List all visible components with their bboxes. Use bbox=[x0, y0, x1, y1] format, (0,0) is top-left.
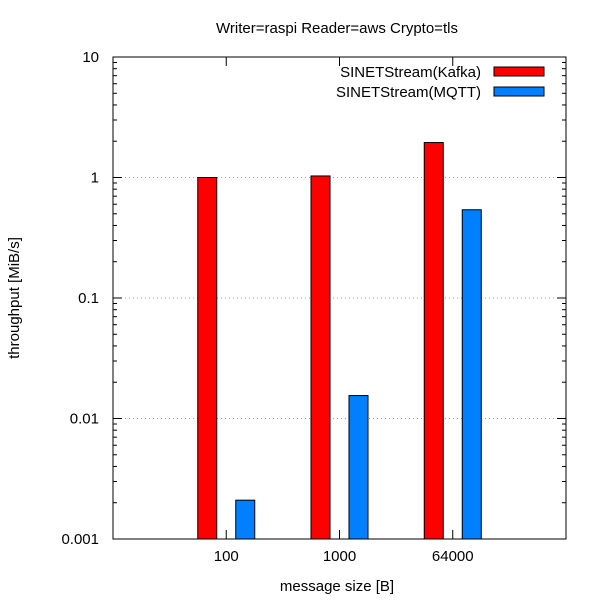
legend-label: SINETStream(Kafka) bbox=[340, 64, 481, 81]
legend-swatch bbox=[493, 66, 545, 77]
y-tick-label: 10 bbox=[82, 49, 99, 66]
grid-lines bbox=[113, 177, 566, 419]
y-tick-label: 0.001 bbox=[61, 531, 99, 548]
y-tick-label: 0.1 bbox=[78, 290, 99, 307]
plot-frame bbox=[112, 56, 567, 540]
x-axis-ticks: 100 1000 64000 bbox=[214, 57, 474, 565]
bar-kafka-100 bbox=[197, 177, 218, 540]
legend-swatch bbox=[493, 86, 545, 97]
bars bbox=[197, 142, 482, 540]
x-tick-label: 1000 bbox=[323, 548, 356, 565]
bar-mqtt-100 bbox=[235, 499, 256, 540]
legend: SINETStream(Kafka) SINETStream(MQTT) bbox=[336, 64, 545, 101]
bar-mqtt-64000 bbox=[461, 209, 482, 540]
y-axis-ticks: 0.001 0.01 0.1 1 10 bbox=[61, 49, 566, 548]
chart-title: Writer=raspi Reader=aws Crypto=tls bbox=[216, 20, 458, 37]
bar-kafka-64000 bbox=[423, 142, 444, 540]
bar-kafka-1000 bbox=[310, 175, 331, 540]
legend-label: SINETStream(MQTT) bbox=[336, 84, 481, 101]
x-axis-label: message size [B] bbox=[280, 578, 394, 595]
y-axis-label: throughput [MiB/s] bbox=[6, 237, 23, 359]
x-tick-label: 64000 bbox=[432, 548, 474, 565]
y-tick-label: 1 bbox=[91, 170, 99, 187]
x-tick-label: 100 bbox=[214, 548, 239, 565]
bar-mqtt-1000 bbox=[348, 395, 369, 540]
y-tick-label: 0.01 bbox=[70, 411, 99, 428]
